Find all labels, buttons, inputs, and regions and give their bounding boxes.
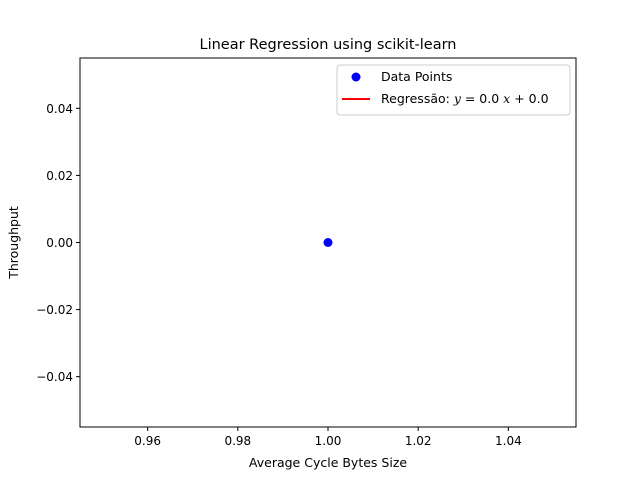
- x-tick-label: 1.00: [315, 434, 342, 448]
- x-tick-label: 0.96: [134, 434, 161, 448]
- chart-marks: [323, 238, 333, 247]
- y-tick-label: −0.04: [36, 370, 73, 384]
- legend-frame: [336, 64, 571, 116]
- legend: Data Points Regressão: y = 0.0 x + 0.0: [336, 64, 571, 116]
- y-axis-label: Throughput: [6, 206, 21, 280]
- legend-label-data-points: Data Points: [381, 69, 452, 84]
- x-axis-ticks: 0.96 0.98 1.00 1.02 1.04: [134, 427, 522, 448]
- x-tick-label: 0.98: [224, 434, 251, 448]
- legend-regression-eq: = 0.0: [461, 91, 503, 106]
- x-tick-label: 1.02: [405, 434, 432, 448]
- legend-regression-y: y: [453, 91, 462, 106]
- y-tick-label: 0.04: [46, 102, 73, 116]
- y-tick-label: 0.02: [46, 169, 73, 183]
- legend-regression-x: x: [503, 91, 510, 106]
- chart-title: Linear Regression using scikit-learn: [200, 37, 457, 53]
- legend-regression-rest: + 0.0: [510, 91, 548, 106]
- legend-regression-prefix: Regressão:: [381, 91, 454, 106]
- y-axis-ticks: −0.04 −0.02 0.00 0.02 0.04: [36, 102, 80, 384]
- y-tick-label: −0.02: [36, 303, 73, 317]
- y-tick-label: 0.00: [46, 236, 73, 250]
- legend-scatter-marker: [351, 72, 361, 82]
- x-tick-label: 1.04: [495, 434, 522, 448]
- x-axis-label: Average Cycle Bytes Size: [249, 455, 407, 470]
- data-point: [323, 238, 333, 247]
- legend-label-regression: Regressão: y = 0.0 x + 0.0: [381, 91, 549, 106]
